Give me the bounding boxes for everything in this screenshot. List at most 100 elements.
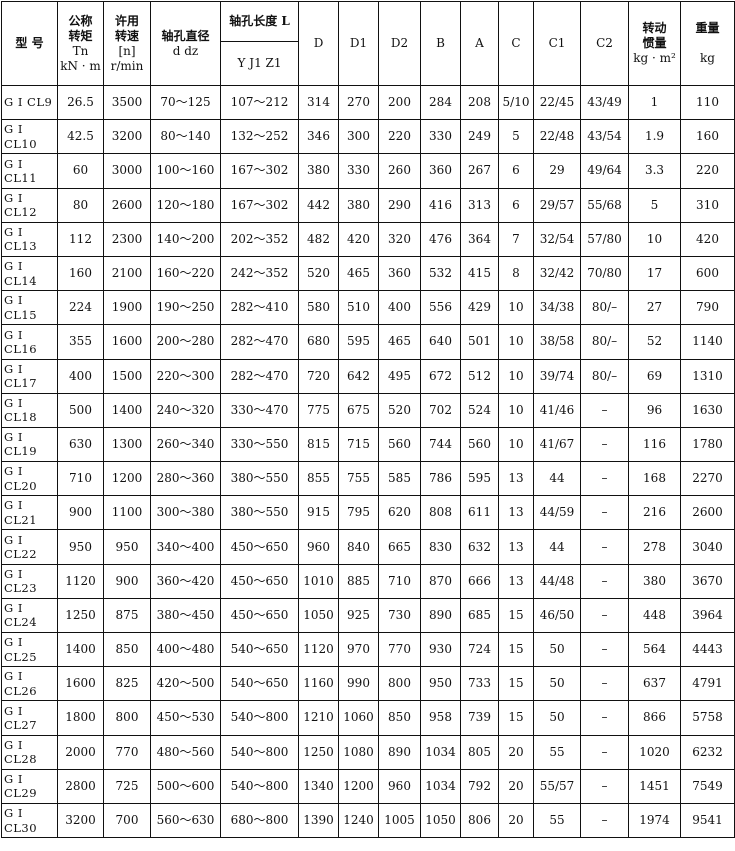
cell-C2: 43/49: [580, 84, 629, 121]
cell-bore-length: 282～410: [220, 290, 299, 326]
cell-inertia: 96: [628, 392, 681, 428]
header-text: kN · m: [60, 58, 101, 73]
cell-bore-length: 680～800: [220, 802, 299, 839]
cell-D1: 715: [338, 426, 379, 463]
cell-torque: 26.5: [57, 84, 104, 121]
cell-C1: 55: [533, 802, 581, 839]
cell-D: 1050: [298, 597, 339, 634]
cell-bore-diameter: 240～320: [150, 392, 221, 428]
table-row: G I CL20 710 1200 280～360 380～550 855 755 585 78…: [1, 461, 735, 497]
cell-inertia: 69: [628, 358, 681, 394]
cell-inertia: 1020: [628, 734, 681, 770]
cell-D2: 465: [378, 324, 421, 360]
cell-bore-length: 202～352: [220, 221, 299, 257]
cell-C: 10: [498, 358, 534, 394]
cell-D2: 200: [378, 84, 421, 121]
cell-speed: 950: [103, 529, 151, 565]
cell-D: 680: [298, 324, 339, 360]
cell-C: 15: [498, 597, 534, 634]
table-row: G I CL29 2800 725 500～600 540～800 1340 1200 960…: [1, 768, 735, 804]
cell-C: 20: [498, 734, 534, 770]
cell-bore-diameter: 190～250: [150, 290, 221, 326]
cell-C: 8: [498, 255, 534, 292]
cell-D: 775: [298, 392, 339, 428]
cell-A: 415: [460, 255, 499, 292]
cell-speed: 1200: [103, 461, 151, 497]
header-text: d dz: [172, 43, 199, 58]
cell-bore-diameter: 300～380: [150, 495, 221, 531]
cell-bore-diameter: 400～480: [150, 631, 221, 668]
cell-bore-length: 282～470: [220, 358, 299, 394]
cell-B: 532: [420, 255, 461, 292]
cell-inertia: 564: [628, 631, 681, 668]
cell-C2: –: [580, 392, 629, 428]
cell-C2: –: [580, 461, 629, 497]
cell-speed: 3000: [103, 153, 151, 189]
cell-bore-length: 167～302: [220, 153, 299, 189]
cell-D1: 840: [338, 529, 379, 565]
cell-bore-diameter: 70～125: [150, 84, 221, 121]
cell-bore-diameter: 220～300: [150, 358, 221, 394]
cell-torque: 42.5: [57, 119, 104, 155]
cell-inertia: 5: [628, 187, 681, 223]
cell-B: 702: [420, 392, 461, 428]
cell-D1: 300: [338, 119, 379, 155]
header-D2: D2: [378, 1, 421, 86]
cell-C: 13: [498, 461, 534, 497]
header-D: D: [298, 1, 339, 86]
cell-D1: 675: [338, 392, 379, 428]
cell-model: G I CL25: [1, 631, 58, 668]
cell-torque: 710: [57, 461, 104, 497]
cell-D: 1390: [298, 802, 339, 839]
cell-D1: 465: [338, 255, 379, 292]
cell-torque: 160: [57, 255, 104, 292]
cell-A: 364: [460, 221, 499, 257]
cell-C2: 49/64: [580, 153, 629, 189]
cell-weight: 2600: [680, 495, 735, 531]
cell-C: 15: [498, 631, 534, 668]
cell-D: 815: [298, 426, 339, 463]
cell-C2: 80/–: [580, 324, 629, 360]
cell-weight: 220: [680, 153, 735, 189]
cell-D: 1160: [298, 666, 339, 702]
cell-bore-length: 540～800: [220, 700, 299, 736]
cell-A: 524: [460, 392, 499, 428]
cell-D1: 1200: [338, 768, 379, 804]
cell-bore-length: 380～550: [220, 461, 299, 497]
cell-C: 13: [498, 529, 534, 565]
cell-C2: 80/–: [580, 358, 629, 394]
header-C: C: [498, 1, 534, 86]
header-B: B: [420, 1, 461, 86]
table-row: G I CL23 1120 900 360～420 450～650 1010 885 710 8…: [1, 563, 735, 599]
cell-A: 632: [460, 529, 499, 565]
cell-C: 6: [498, 153, 534, 189]
table-row: G I CL19 630 1300 260～340 330～550 815 715 560 74…: [1, 426, 735, 463]
cell-B: 640: [420, 324, 461, 360]
cell-torque: 60: [57, 153, 104, 189]
cell-D: 1250: [298, 734, 339, 770]
cell-weight: 3670: [680, 563, 735, 599]
cell-D2: 320: [378, 221, 421, 257]
cell-B: 786: [420, 461, 461, 497]
cell-A: 611: [460, 495, 499, 531]
cell-weight: 1780: [680, 426, 735, 463]
cell-C2: –: [580, 495, 629, 531]
table-row: G I CL9 26.5 3500 70～125 107～212 314 270 200 284…: [1, 84, 735, 121]
header-text: 重量: [695, 21, 720, 35]
header-text: 转矩: [68, 28, 93, 43]
table-row: G I CL25 1400 850 400～480 540～650 1120 970 770 9…: [1, 631, 735, 668]
cell-inertia: 1.9: [628, 119, 681, 155]
cell-bore-length: 282～470: [220, 324, 299, 360]
cell-bore-length: 450～650: [220, 563, 299, 599]
cell-torque: 1250: [57, 597, 104, 634]
cell-A: 739: [460, 700, 499, 736]
cell-torque: 400: [57, 358, 104, 394]
cell-C1: 22/48: [533, 119, 581, 155]
cell-D: 520: [298, 255, 339, 292]
cell-C: 6: [498, 187, 534, 223]
cell-C: 20: [498, 802, 534, 839]
cell-D: 580: [298, 290, 339, 326]
cell-weight: 600: [680, 255, 735, 292]
cell-bore-diameter: 100～160: [150, 153, 221, 189]
cell-torque: 950: [57, 529, 104, 565]
